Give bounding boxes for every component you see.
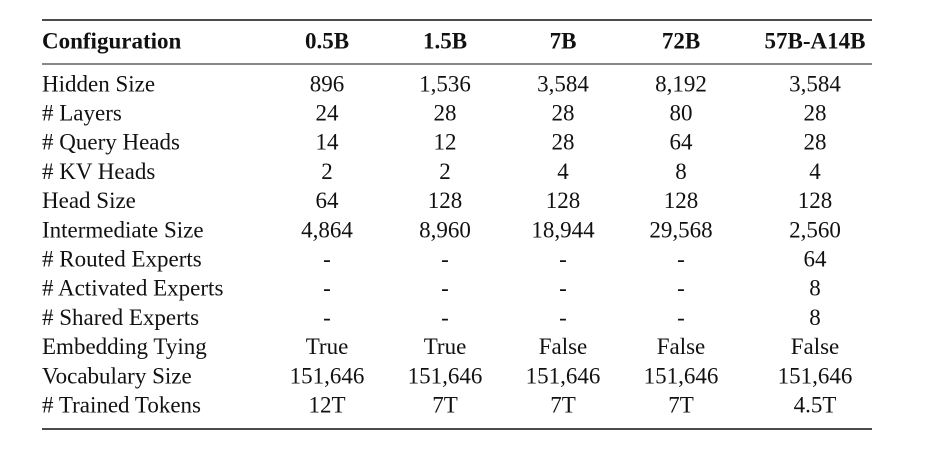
column-header: 72B (662, 28, 700, 53)
cell: 7T (550, 392, 576, 417)
cell: 28 (804, 130, 827, 155)
cell: 8 (809, 276, 821, 301)
column-header: 0.5B (305, 28, 349, 53)
cell: 151,646 (778, 363, 853, 388)
cell: 151,646 (644, 363, 719, 388)
cell: - (559, 305, 567, 330)
cell: 64 (670, 130, 694, 155)
cell: 80 (670, 100, 693, 125)
column-header: 57B-A14B (765, 28, 866, 53)
cell: 3,584 (789, 71, 841, 96)
cell: 128 (546, 188, 581, 213)
cell: 24 (316, 100, 340, 125)
cell: 4 (809, 159, 821, 184)
cell: 8,960 (419, 217, 471, 242)
row-label: # KV Heads (42, 159, 155, 184)
cell: 2 (321, 159, 333, 184)
row-label: Vocabulary Size (42, 363, 192, 388)
row-label: Hidden Size (42, 71, 155, 96)
row-label: # Activated Experts (42, 276, 223, 301)
cell: 8 (809, 305, 821, 330)
cell: - (441, 276, 449, 301)
cell: 151,646 (526, 363, 601, 388)
cell: - (559, 246, 567, 271)
cell: 4,864 (301, 217, 353, 242)
cell: 2 (439, 159, 451, 184)
column-header: 7B (550, 28, 577, 53)
cell: 3,584 (537, 71, 589, 96)
row-label: # Shared Experts (42, 305, 199, 330)
cell: - (559, 276, 567, 301)
cell: - (323, 276, 331, 301)
column-header: Configuration (42, 28, 182, 53)
cell: 4 (557, 159, 569, 184)
cell: 128 (428, 188, 463, 213)
row-label: # Layers (42, 100, 122, 125)
cell: 151,646 (290, 363, 365, 388)
cell: False (539, 334, 588, 359)
cell: 128 (798, 188, 833, 213)
cell: 64 (316, 188, 340, 213)
cell: 7T (432, 392, 458, 417)
row-label: Intermediate Size (42, 217, 204, 242)
cell: - (677, 305, 685, 330)
cell: False (657, 334, 706, 359)
cell: 28 (552, 130, 575, 155)
cell: True (424, 334, 467, 359)
cell: 1,536 (419, 71, 471, 96)
cell: 896 (310, 71, 345, 96)
cell: - (441, 305, 449, 330)
cell: 28 (552, 100, 575, 125)
row-label: # Query Heads (42, 130, 180, 155)
cell: - (441, 246, 449, 271)
cell: - (323, 305, 331, 330)
cell: 12 (434, 130, 457, 155)
cell: 7T (668, 392, 694, 417)
cell: 28 (804, 100, 827, 125)
cell: - (677, 276, 685, 301)
cell: False (791, 334, 840, 359)
cell: 12T (308, 392, 345, 417)
row-label: Head Size (42, 188, 136, 213)
column-header: 1.5B (423, 28, 467, 53)
cell: 8,192 (655, 71, 707, 96)
row-label: # Routed Experts (42, 246, 202, 271)
cell: 8 (675, 159, 687, 184)
cell: 29,568 (649, 217, 712, 242)
cell: - (677, 246, 685, 271)
cell: 151,646 (408, 363, 483, 388)
row-label: # Trained Tokens (42, 392, 201, 417)
cell: 128 (664, 188, 699, 213)
cell: 64 (804, 246, 828, 271)
cell: - (323, 246, 331, 271)
cell: 28 (434, 100, 457, 125)
cell: True (306, 334, 349, 359)
cell: 18,944 (531, 217, 595, 242)
cell: 14 (316, 130, 340, 155)
cell: 2,560 (789, 217, 841, 242)
row-label: Embedding Tying (42, 334, 207, 359)
cell: 4.5T (794, 392, 837, 417)
